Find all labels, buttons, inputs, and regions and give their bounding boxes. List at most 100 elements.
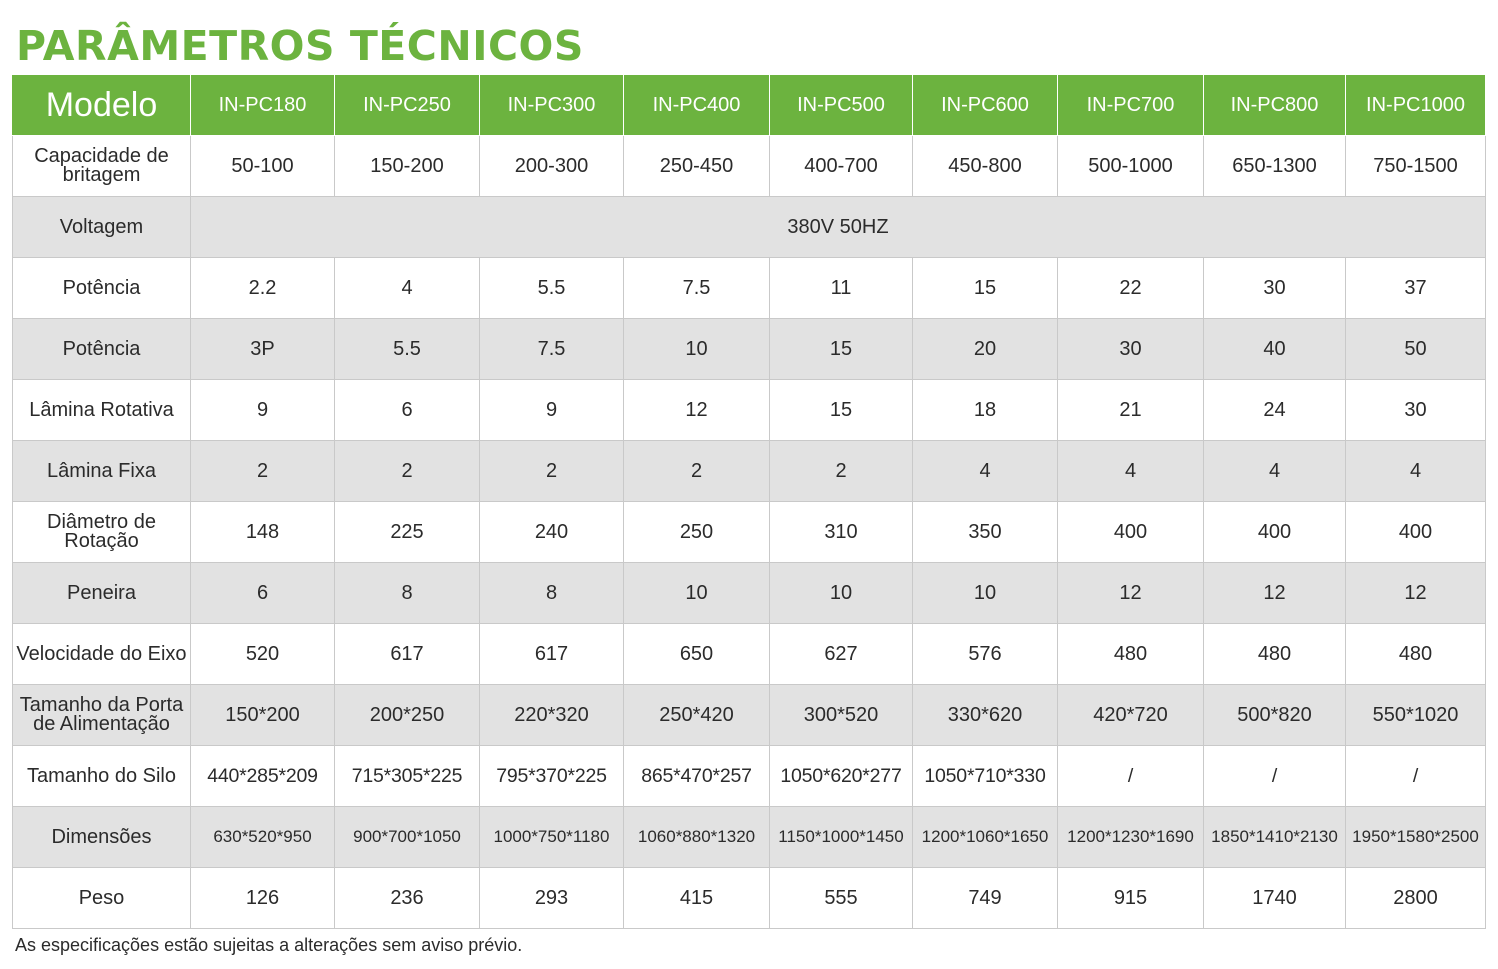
table-cell: 9 [479, 379, 624, 441]
model-header-cell: IN-PC180 [190, 74, 335, 136]
table-cell: 5.5 [334, 318, 480, 380]
table-row: Velocidade do Eixo 520 617 617 650 627 5… [12, 623, 1486, 685]
table-cell: 1950*1580*2500 [1345, 806, 1486, 868]
row-label: Potência [12, 318, 191, 380]
table-cell: 555 [769, 867, 913, 929]
model-header-cell: IN-PC400 [623, 74, 770, 136]
table-cell: 2 [190, 440, 335, 502]
table-cell: 12 [623, 379, 770, 441]
table-row: Potência 3P 5.5 7.5 10 15 20 30 40 50 [12, 318, 1486, 380]
model-header-cell: IN-PC250 [334, 74, 480, 136]
table-cell: 480 [1203, 623, 1346, 685]
page-title: PARÂMETROS TÉCNICOS [16, 22, 584, 70]
table-row: Peneira 6 8 8 10 10 10 12 12 12 [12, 562, 1486, 624]
table-cell: / [1057, 745, 1204, 807]
table-cell: 250*420 [623, 684, 770, 746]
table-cell: 20 [912, 318, 1058, 380]
table-cell: 5.5 [479, 257, 624, 319]
table-row: Lâmina Rotativa 9 6 9 12 15 18 21 24 30 [12, 379, 1486, 441]
table-cell: 450-800 [912, 135, 1058, 197]
table-cell: 21 [1057, 379, 1204, 441]
table-cell: 10 [623, 318, 770, 380]
table-cell: 865*470*257 [623, 745, 770, 807]
table-cell: 40 [1203, 318, 1346, 380]
table-cell: 22 [1057, 257, 1204, 319]
table-cell: 1050*620*277 [769, 745, 913, 807]
table-cell: 4 [334, 257, 480, 319]
table-cell: 300*520 [769, 684, 913, 746]
table-cell: 18 [912, 379, 1058, 441]
table-cell: 1060*880*1320 [623, 806, 770, 868]
table-cell: 750-1500 [1345, 135, 1486, 197]
table-cell: 1200*1060*1650 [912, 806, 1058, 868]
table-cell: 480 [1345, 623, 1486, 685]
table-cell: 15 [769, 379, 913, 441]
table-cell: 400 [1203, 501, 1346, 563]
table-row: Dimensões 630*520*950 900*700*1050 1000*… [12, 806, 1486, 868]
table-cell: 148 [190, 501, 335, 563]
table-cell: 415 [623, 867, 770, 929]
table-cell: 15 [769, 318, 913, 380]
table-cell: 12 [1057, 562, 1204, 624]
table-cell: 6 [334, 379, 480, 441]
table-row: Potência 2.2 4 5.5 7.5 11 15 22 30 37 [12, 257, 1486, 319]
header-row: Modelo IN-PC180 IN-PC250 IN-PC300 IN-PC4… [12, 74, 1486, 136]
table-cell: 400-700 [769, 135, 913, 197]
table-cell: 650-1300 [1203, 135, 1346, 197]
row-label: Diâmetro de Rotação [12, 501, 191, 563]
table-cell: 10 [623, 562, 770, 624]
table-cell: 4 [912, 440, 1058, 502]
model-header-label: Modelo [12, 74, 191, 136]
table-row: Lâmina Fixa 2 2 2 2 2 4 4 4 4 [12, 440, 1486, 502]
table-cell: 4 [1345, 440, 1486, 502]
table-cell: 293 [479, 867, 624, 929]
table-cell: 6 [190, 562, 335, 624]
table-cell: 715*305*225 [334, 745, 480, 807]
model-header-cell: IN-PC500 [769, 74, 913, 136]
table-cell: 550*1020 [1345, 684, 1486, 746]
spec-table: Modelo IN-PC180 IN-PC250 IN-PC300 IN-PC4… [12, 74, 1486, 929]
table-cell: 795*370*225 [479, 745, 624, 807]
table-cell: 500*820 [1203, 684, 1346, 746]
row-label: Dimensões [12, 806, 191, 868]
table-cell: 1050*710*330 [912, 745, 1058, 807]
table-cell: 576 [912, 623, 1058, 685]
merged-voltage-cell: 380V 50HZ [190, 196, 1486, 258]
table-cell: 1000*750*1180 [479, 806, 624, 868]
row-label: Voltagem [12, 196, 191, 258]
table-cell: 24 [1203, 379, 1346, 441]
table-cell: 330*620 [912, 684, 1058, 746]
table-cell: 37 [1345, 257, 1486, 319]
table-cell: 12 [1345, 562, 1486, 624]
table-row: Diâmetro de Rotação 148 225 240 250 310 … [12, 501, 1486, 563]
table-cell: 9 [190, 379, 335, 441]
table-cell: 236 [334, 867, 480, 929]
table-cell: 617 [479, 623, 624, 685]
table-cell: 225 [334, 501, 480, 563]
model-header-cell: IN-PC600 [912, 74, 1058, 136]
table-cell: 10 [769, 562, 913, 624]
table-cell: 50-100 [190, 135, 335, 197]
table-cell: 50 [1345, 318, 1486, 380]
table-row: Capacidade de britagem 50-100 150-200 20… [12, 135, 1486, 197]
table-cell: 2 [334, 440, 480, 502]
row-label: Tamanho do Silo [12, 745, 191, 807]
table-row: Tamanho do Silo 440*285*209 715*305*225 … [12, 745, 1486, 807]
table-cell: 11 [769, 257, 913, 319]
table-cell: 915 [1057, 867, 1204, 929]
model-header-cell: IN-PC800 [1203, 74, 1346, 136]
row-label: Lâmina Rotativa [12, 379, 191, 441]
table-cell: 1850*1410*2130 [1203, 806, 1346, 868]
table-cell: 240 [479, 501, 624, 563]
table-cell: / [1203, 745, 1346, 807]
table-cell: 520 [190, 623, 335, 685]
table-cell: 220*320 [479, 684, 624, 746]
row-label: Potência [12, 257, 191, 319]
table-cell: / [1345, 745, 1486, 807]
table-cell: 8 [479, 562, 624, 624]
table-cell: 617 [334, 623, 480, 685]
table-cell: 30 [1057, 318, 1204, 380]
table-cell: 500-1000 [1057, 135, 1204, 197]
table-cell: 250 [623, 501, 770, 563]
table-row: Voltagem 380V 50HZ [12, 196, 1486, 258]
